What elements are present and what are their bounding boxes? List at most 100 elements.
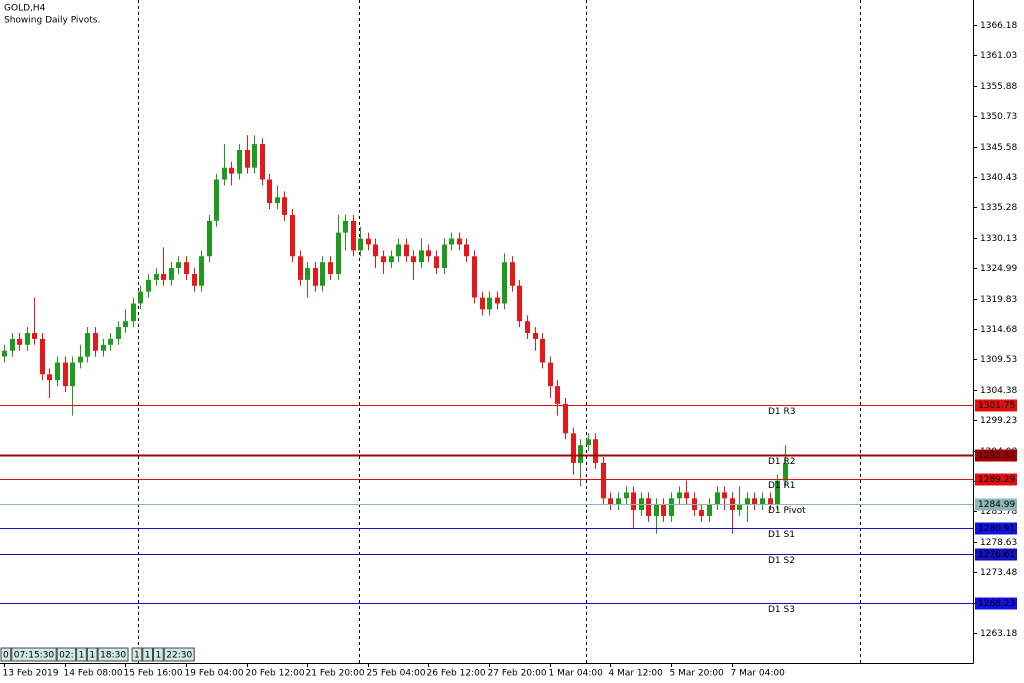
pivot-label: D1 Pivot xyxy=(768,506,806,516)
candle-body xyxy=(93,333,98,351)
pivot-label: D1 S1 xyxy=(768,530,795,540)
status-text: 07:15:30 xyxy=(14,651,55,661)
chart-title: GOLD,H4 xyxy=(4,4,46,14)
candle-body xyxy=(373,244,378,257)
x-tick-label: 13 Feb 2019 xyxy=(3,669,59,679)
price-box xyxy=(975,597,1017,610)
price-box-label: 1293.37 xyxy=(978,451,1015,461)
candle-body xyxy=(737,504,742,511)
candle-body xyxy=(502,262,507,304)
candle-body xyxy=(2,350,7,357)
candle-body xyxy=(540,338,545,363)
candle-body xyxy=(63,362,68,387)
candle-body xyxy=(593,439,598,463)
candle-body xyxy=(237,150,242,174)
candle-body xyxy=(358,238,363,251)
x-tick-label: 4 Mar 12:00 xyxy=(609,669,664,679)
candle-body xyxy=(389,256,394,263)
candle-body xyxy=(85,333,90,357)
candle-body xyxy=(101,344,106,351)
price-box xyxy=(975,473,1017,486)
candle-body xyxy=(351,220,356,251)
candle-body xyxy=(267,179,272,204)
candle-body xyxy=(760,498,765,505)
candle-body xyxy=(17,338,22,345)
y-tick-label: 1335.28 xyxy=(980,203,1017,213)
candle-body xyxy=(601,462,606,499)
candle-body xyxy=(146,279,151,292)
status-box xyxy=(97,647,129,662)
candle-body xyxy=(646,498,651,517)
status-box xyxy=(153,647,164,662)
candle-body xyxy=(404,244,409,257)
y-tick-label: 1350.73 xyxy=(980,112,1017,122)
candle-body xyxy=(548,362,553,387)
candle-body xyxy=(343,220,348,233)
pivot-label: D1 R2 xyxy=(768,457,796,467)
y-tick-label: 1263.18 xyxy=(980,629,1017,639)
candle-body xyxy=(222,167,227,180)
candle-body xyxy=(669,498,674,517)
candle-body xyxy=(184,262,189,274)
candle-body xyxy=(752,498,757,505)
price-box xyxy=(975,449,1017,462)
y-tick-label: 1278.63 xyxy=(980,538,1017,548)
candle-body xyxy=(449,238,454,245)
status-box xyxy=(0,647,12,662)
candle-body xyxy=(495,297,500,304)
candle-body xyxy=(336,232,341,274)
price-box-label: 1268.23 xyxy=(978,599,1015,609)
status-text: 0 xyxy=(3,651,9,661)
y-tick-label: 1273.48 xyxy=(980,568,1017,578)
candle-body xyxy=(260,144,265,180)
y-tick-label: 1319.83 xyxy=(980,295,1017,305)
candle-body xyxy=(654,504,659,517)
candle-body xyxy=(775,480,780,505)
status-box xyxy=(76,647,87,662)
y-tick-label: 1361.03 xyxy=(980,51,1017,61)
candle-body xyxy=(768,498,773,505)
period-separators xyxy=(138,0,861,663)
y-tick-label: 1283.78 xyxy=(980,507,1017,517)
candle-body xyxy=(169,268,174,280)
candle-body xyxy=(275,197,280,204)
candle-body xyxy=(677,492,682,499)
candle-body xyxy=(661,504,666,517)
candle-body xyxy=(282,197,287,215)
x-tick-label: 15 Feb 16:00 xyxy=(124,669,183,679)
candle-body xyxy=(517,285,522,322)
x-tick-label: 5 Mar 20:00 xyxy=(670,669,725,679)
y-tick-label: 1366.18 xyxy=(980,21,1017,31)
price-box-label: 1289.29 xyxy=(978,475,1015,485)
candle-body xyxy=(214,179,219,221)
candle-body xyxy=(608,498,613,505)
y-tick-label: 1309.53 xyxy=(980,355,1017,365)
price-box-label: 1284.99 xyxy=(978,500,1015,510)
candle-body xyxy=(426,250,431,257)
status-text: 1 xyxy=(79,651,85,661)
status-box xyxy=(142,647,154,662)
price-box xyxy=(975,522,1017,535)
candle-body xyxy=(245,150,250,168)
candle-body xyxy=(699,510,704,517)
candle-body xyxy=(138,291,143,304)
status-box xyxy=(163,647,195,662)
candle-body xyxy=(108,338,113,345)
candle-body xyxy=(366,238,371,245)
candle-body xyxy=(722,492,727,499)
status-text: 22:30 xyxy=(166,651,192,661)
x-tick-label: 1 Mar 04:00 xyxy=(549,669,604,679)
candle-body xyxy=(328,262,333,274)
pivot-label: D1 R1 xyxy=(768,481,796,491)
candle-body xyxy=(161,273,166,280)
candle-body xyxy=(624,492,629,499)
candle-body xyxy=(525,321,530,334)
candle-body xyxy=(434,256,439,269)
pivot-label: D1 R3 xyxy=(768,407,796,417)
y-tick-label: 1330.13 xyxy=(980,234,1017,244)
price-box-label: 1301.75 xyxy=(978,401,1015,411)
status-text: 1 xyxy=(89,651,95,661)
